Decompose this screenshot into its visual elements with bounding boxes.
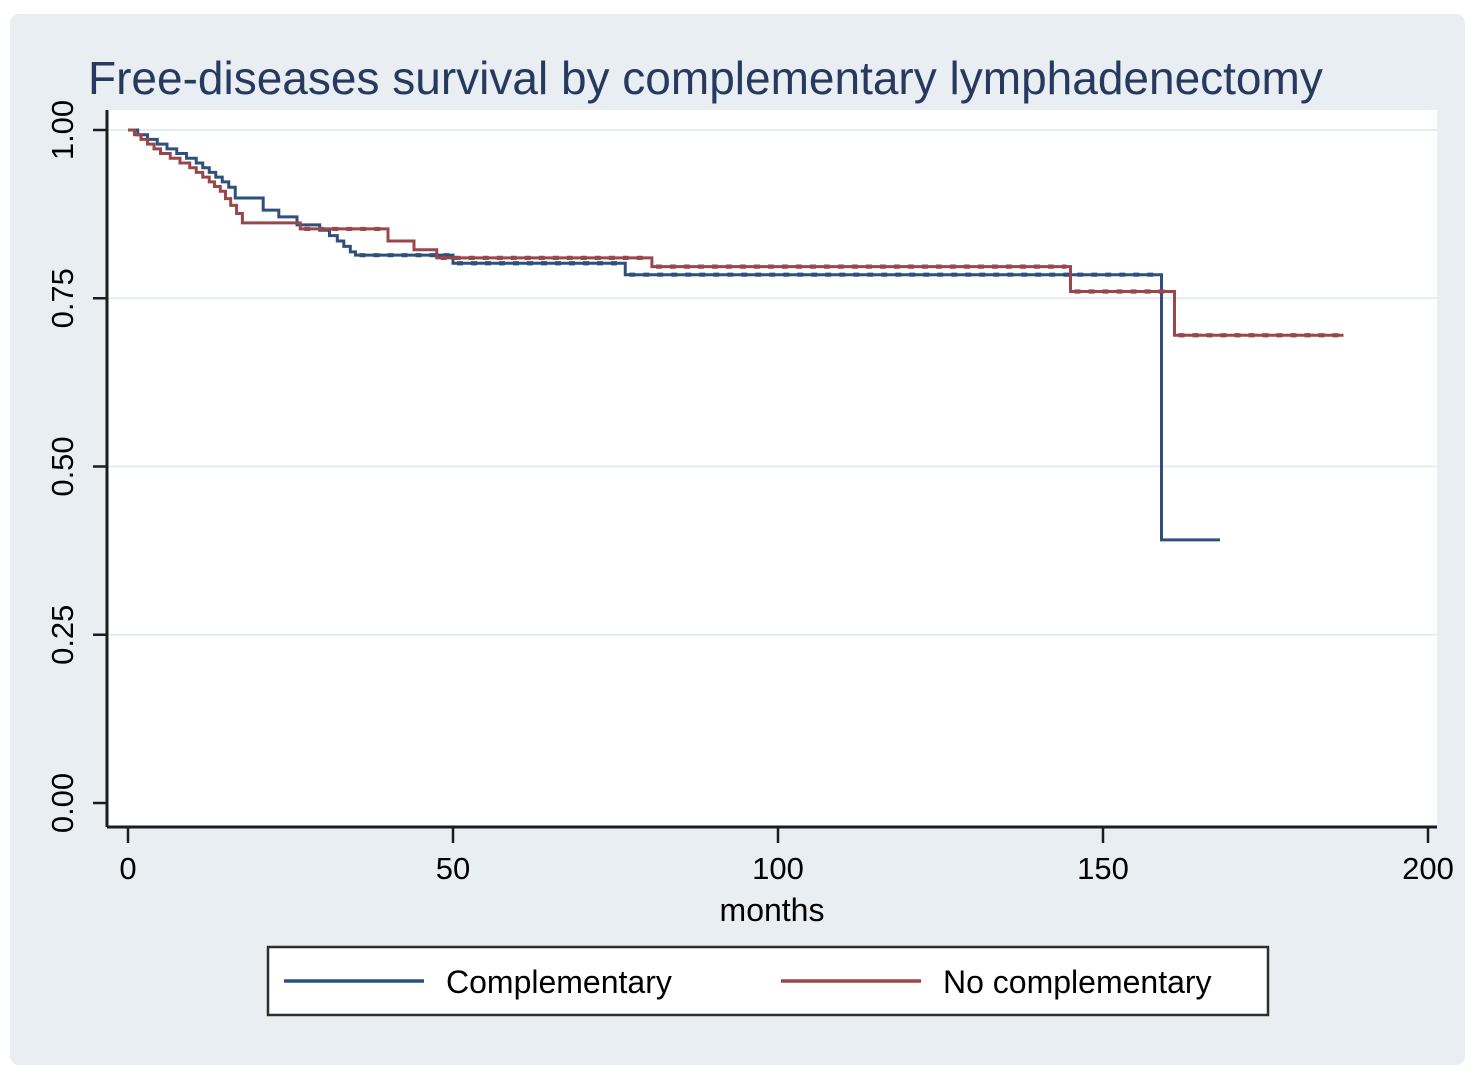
y-tick-label: 0.50 [45, 436, 80, 496]
y-tick-label: 0.75 [45, 268, 80, 328]
tick-labels: 0.00 0.25 0.50 0.75 1.00 0 50 100 150 200 [45, 100, 1454, 886]
y-tick-label: 0.00 [45, 773, 80, 833]
x-axis-label: months [720, 892, 825, 928]
x-tick-label: 0 [119, 851, 136, 886]
legend: Complementary No complementary [266, 945, 1270, 1017]
x-tick-label: 200 [1402, 851, 1454, 886]
tick-marks [93, 128, 1430, 843]
x-tick-label: 100 [752, 851, 804, 886]
chart-title: Free-diseases survival by complementary … [88, 52, 1323, 104]
km-curves [128, 128, 1344, 542]
x-tick-label: 150 [1077, 851, 1129, 886]
axes [105, 110, 1437, 829]
y-tick-label: 0.25 [45, 605, 80, 665]
plot-area [107, 110, 1437, 827]
gridlines [107, 129, 1437, 636]
legend-label-no-complementary: No complementary [943, 964, 1212, 1000]
legend-label-complementary: Complementary [446, 964, 672, 1000]
km-curve-complementary [128, 128, 1220, 542]
legend-box [266, 945, 1270, 1017]
x-tick-label: 50 [436, 851, 470, 886]
km-curve-no-complementary [128, 128, 1344, 337]
y-tick-label: 1.00 [45, 100, 80, 160]
